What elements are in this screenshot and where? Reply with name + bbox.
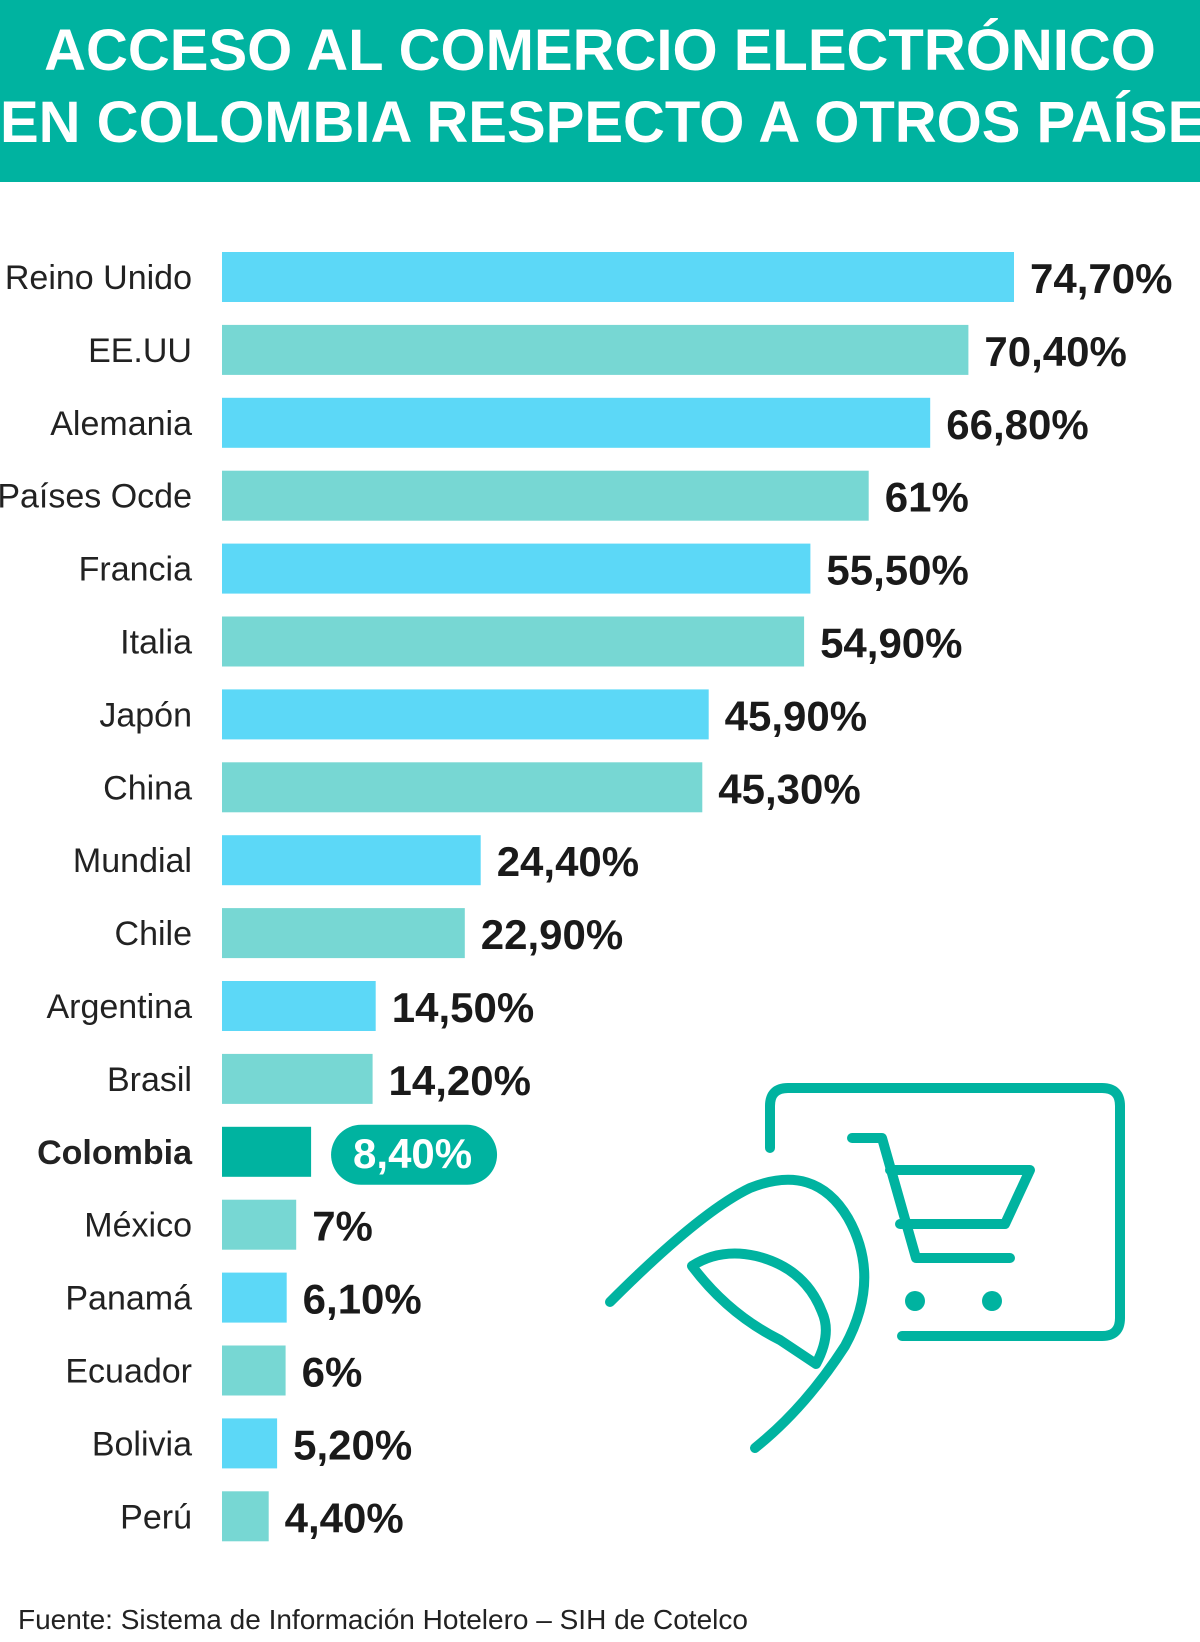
category-label: Alemania <box>50 405 192 443</box>
bar-2 <box>222 397 931 448</box>
category-label: México <box>84 1207 192 1245</box>
value-label: 8,40% <box>353 1130 472 1177</box>
value-label: 74,70% <box>1030 255 1172 302</box>
bar-10 <box>222 981 376 1031</box>
value-label: 24,40% <box>497 838 639 885</box>
shopping-cart-hand-icon <box>605 1083 1125 1453</box>
value-label: 54,90% <box>820 620 962 667</box>
category-label: Chile <box>115 915 192 953</box>
category-label: Italia <box>120 624 192 662</box>
bar-15 <box>222 1345 286 1396</box>
bar-7 <box>222 762 703 813</box>
bar-9 <box>222 908 465 959</box>
bar-13 <box>222 1199 297 1250</box>
value-label: 61% <box>885 474 969 521</box>
bar-12 <box>222 1126 312 1177</box>
value-label: 7% <box>312 1203 373 1250</box>
value-label: 14,50% <box>392 984 534 1031</box>
category-label: Argentina <box>46 988 192 1026</box>
value-label: 66,80% <box>946 401 1088 448</box>
value-label: 55,50% <box>826 547 968 594</box>
value-label: 22,90% <box>481 911 623 958</box>
chart-title-line-2: EN COLOMBIA RESPECTO A OTROS PAÍSES <box>0 90 1200 155</box>
category-label: Bolivia <box>92 1425 192 1463</box>
bar-14 <box>222 1272 287 1323</box>
category-label: Japón <box>99 696 192 734</box>
category-label: Panamá <box>65 1280 192 1318</box>
title-banner <box>0 0 1200 182</box>
bar-0 <box>222 252 1014 302</box>
bar-8 <box>222 835 481 886</box>
value-label: 6% <box>302 1349 363 1396</box>
category-label: Francia <box>79 551 192 589</box>
highlight-pill <box>331 1124 498 1185</box>
category-label: Reino Unido <box>5 259 192 297</box>
category-label: Perú <box>120 1498 192 1536</box>
value-label: 4,40% <box>285 1494 404 1541</box>
bar-3 <box>222 470 869 521</box>
value-label: 6,10% <box>303 1276 422 1323</box>
source-note: Fuente: Sistema de Información Hotelero … <box>18 1604 748 1635</box>
chart-title-line-1: ACCESO AL COMERCIO ELECTRÓNICO <box>44 18 1156 83</box>
value-label: 70,40% <box>984 328 1126 375</box>
bar-17 <box>222 1491 269 1542</box>
category-label: Colombia <box>37 1134 193 1172</box>
bar-16 <box>222 1418 278 1469</box>
value-label: 45,90% <box>725 692 867 739</box>
category-label: Ecuador <box>65 1353 192 1391</box>
bar-5 <box>222 616 805 667</box>
value-label: 45,30% <box>718 765 860 812</box>
category-label: Mundial <box>73 842 192 880</box>
bar-6 <box>222 689 709 740</box>
bar-4 <box>222 543 811 594</box>
category-label: EE.UU <box>88 332 192 370</box>
value-label: 5,20% <box>293 1421 412 1468</box>
category-label: Brasil <box>107 1061 192 1099</box>
category-label: Países Ocde <box>0 478 192 516</box>
bar-1 <box>222 324 969 375</box>
category-label: China <box>103 769 192 807</box>
value-label: 14,20% <box>389 1057 531 1104</box>
bar-11 <box>222 1053 373 1104</box>
